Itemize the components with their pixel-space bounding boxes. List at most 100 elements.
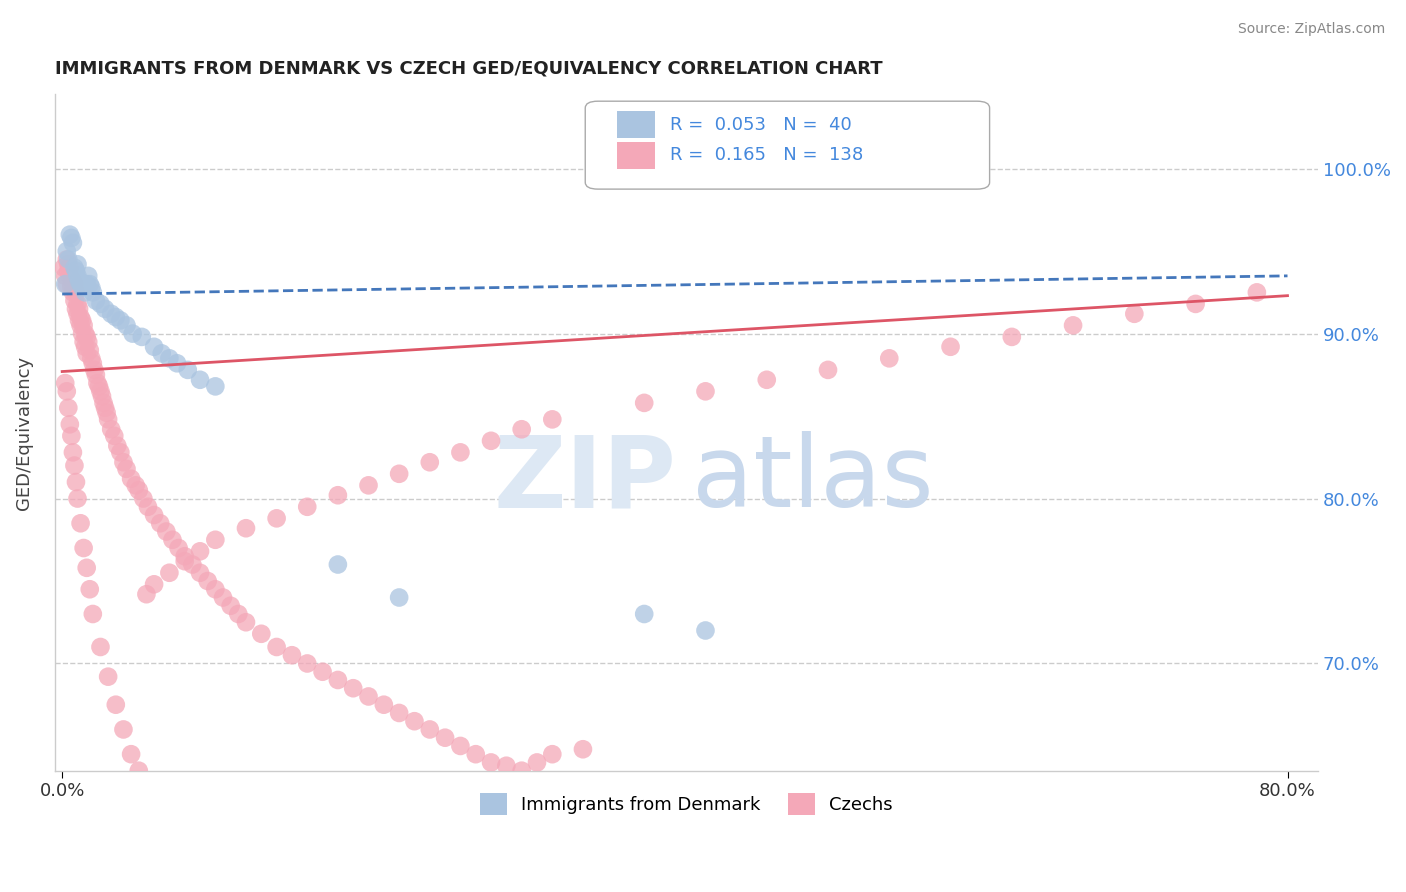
Point [177,363,200,377]
Point [755,373,778,387]
Point [1246,285,1268,300]
Point [59,227,82,242]
Point [63,260,86,275]
Point [173,549,195,564]
Point [72,541,94,555]
Point [94,401,117,415]
Point [80,351,103,366]
Point [55,277,77,292]
Point [188,373,211,387]
Point [66,297,89,311]
Point [157,351,180,366]
Point [67,301,90,316]
Point [65,301,87,316]
Text: R =  0.165   N =  138: R = 0.165 N = 138 [669,146,863,164]
Point [297,657,319,671]
Point [181,558,204,572]
Point [939,340,962,354]
Point [419,455,441,469]
Point [72,334,94,349]
Point [235,615,257,630]
Point [479,434,502,448]
Point [326,488,349,502]
Point [449,739,471,753]
Point [128,764,150,778]
Point [65,475,87,489]
Point [162,533,184,547]
Point [1123,307,1146,321]
Point [97,670,120,684]
Point [357,690,380,704]
Point [94,301,117,316]
Point [541,412,564,426]
Point [143,340,166,354]
Point [633,396,655,410]
Point [59,260,82,275]
Point [131,330,153,344]
Point [100,422,122,436]
Point [59,268,82,283]
Point [103,429,125,443]
Point [326,558,349,572]
Point [128,483,150,498]
Point [104,698,127,712]
Point [59,417,82,432]
Point [449,445,471,459]
Point [188,566,211,580]
Point [63,293,86,308]
Point [526,756,548,770]
Point [89,384,111,399]
Point [75,285,97,300]
Point [155,524,177,539]
Point [69,318,91,333]
Point [70,280,93,294]
Point [266,511,288,525]
Point [97,412,120,426]
Point [63,458,86,473]
Point [388,591,411,605]
Point [79,343,101,357]
Point [58,252,80,267]
Point [104,310,127,324]
Point [67,274,90,288]
Point [76,277,98,292]
Point [120,747,142,762]
Point [173,554,195,568]
Point [72,277,94,292]
Point [60,280,83,294]
Point [136,500,159,514]
Point [250,627,273,641]
Point [69,277,91,292]
Point [58,264,80,278]
Point [281,648,304,663]
Point [188,544,211,558]
Point [388,706,411,720]
Point [86,376,108,390]
Point [53,376,76,390]
Point [342,681,364,696]
Point [197,574,219,588]
Point [75,340,97,354]
Legend: Immigrants from Denmark, Czechs: Immigrants from Denmark, Czechs [472,786,900,822]
Point [235,521,257,535]
Point [69,310,91,324]
Point [695,384,717,399]
Point [60,429,83,443]
Text: IMMIGRANTS FROM DENMARK VS CZECH GED/EQUIVALENCY CORRELATION CHART: IMMIGRANTS FROM DENMARK VS CZECH GED/EQU… [55,60,882,78]
FancyBboxPatch shape [585,101,990,189]
Point [87,379,110,393]
Point [204,379,226,393]
Point [373,698,395,712]
Point [55,252,77,267]
Point [80,280,103,294]
Point [150,346,173,360]
Point [204,533,226,547]
Point [115,462,138,476]
Point [326,673,349,687]
Point [79,277,101,292]
Point [70,326,93,341]
Point [66,307,89,321]
Point [125,478,148,492]
Point [228,607,250,621]
Point [105,439,128,453]
